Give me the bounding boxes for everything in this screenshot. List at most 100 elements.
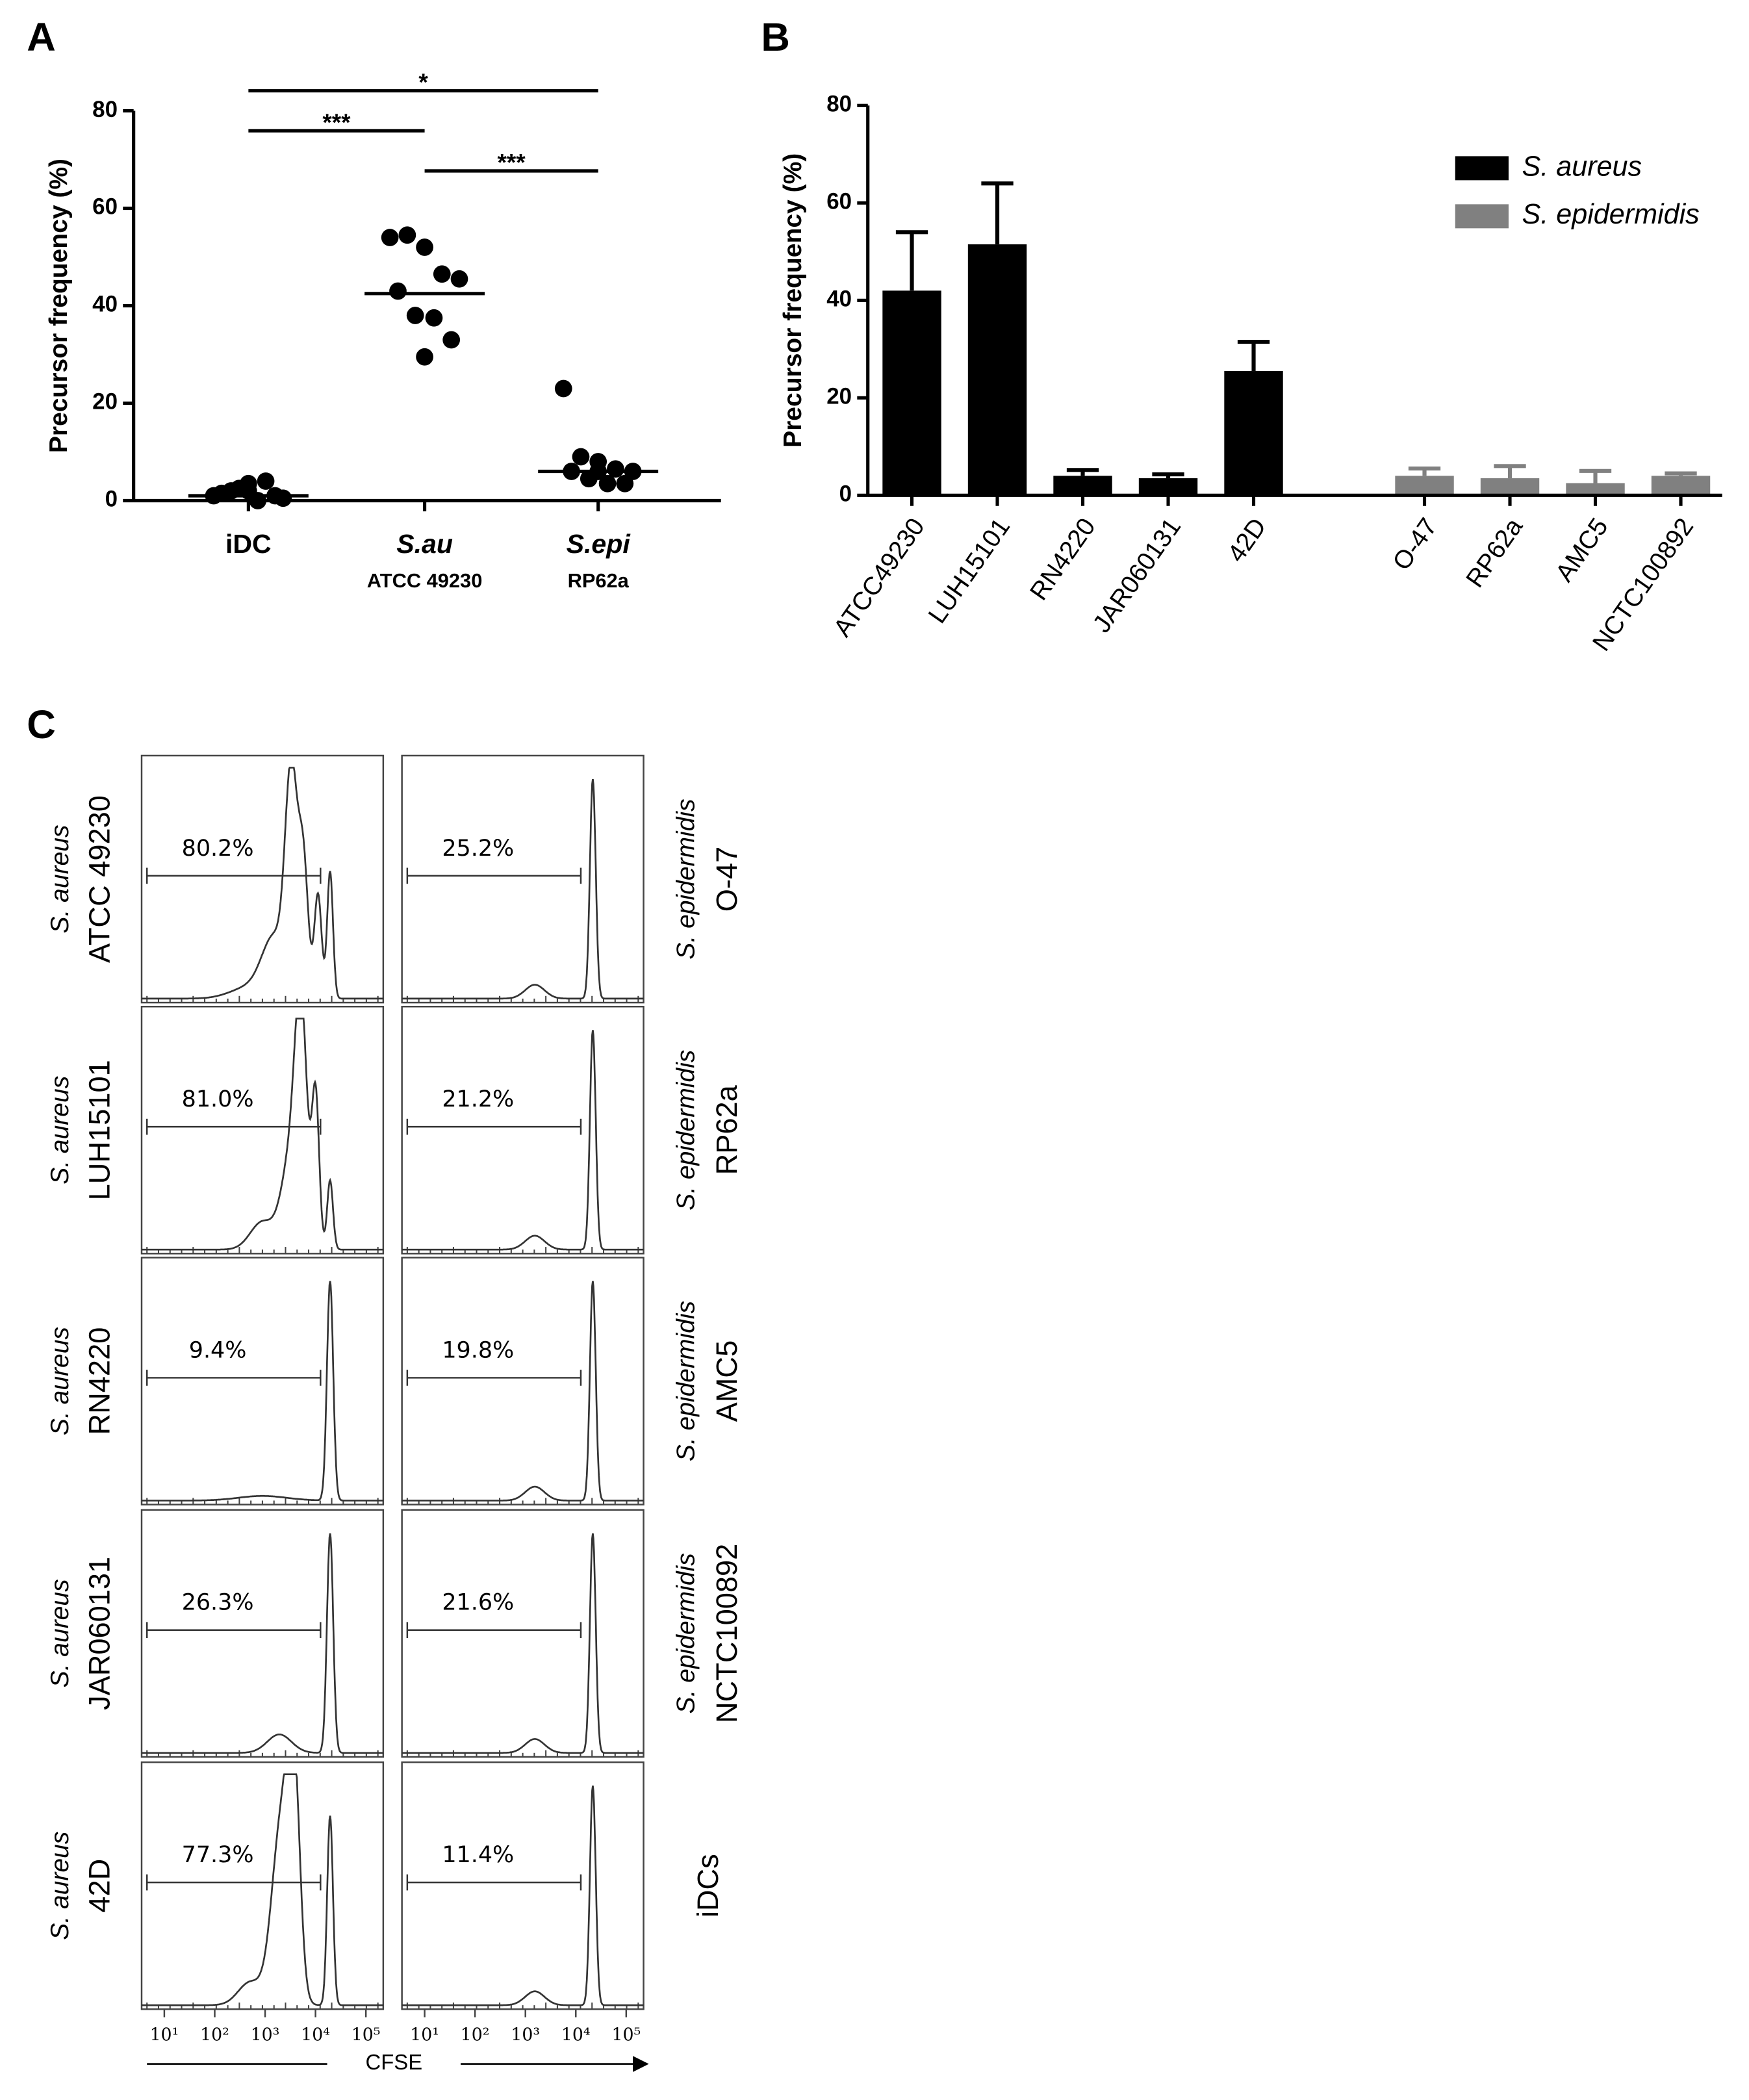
dot xyxy=(257,472,275,490)
dot xyxy=(616,474,634,493)
y-tick-label: 80 xyxy=(826,92,852,117)
gate-label: 9.4% xyxy=(189,1337,247,1363)
panel-letter: C xyxy=(27,702,56,747)
histogram-curve xyxy=(402,1533,644,1754)
significance-label: * xyxy=(418,69,428,96)
strain-label: 42D xyxy=(83,1859,116,1913)
legend-label: S. epidermidis xyxy=(1522,199,1700,230)
y-tick-label: 80 xyxy=(92,97,118,122)
strain-label: RP62a xyxy=(710,1084,743,1175)
x-axis-label: CFSE xyxy=(365,2050,422,2074)
legend-label: S. aureus xyxy=(1522,151,1642,182)
x-tick-label: LUH15101 xyxy=(923,513,1015,628)
bar xyxy=(1651,476,1711,496)
bar xyxy=(1566,483,1625,496)
histogram-curve xyxy=(402,1030,644,1251)
x-tick-sublabel: RP62a xyxy=(568,569,630,592)
x-tick-label: RN4220 xyxy=(1025,513,1101,606)
histogram-curve xyxy=(141,1533,383,1754)
y-tick-label: 60 xyxy=(92,194,118,220)
x-tick-label: S.au xyxy=(396,529,453,559)
dot xyxy=(416,238,433,256)
y-tick-label: 60 xyxy=(826,189,852,214)
legend-swatch xyxy=(1455,156,1509,181)
strain-label: JAR060131 xyxy=(83,1557,116,1710)
dot xyxy=(450,270,468,288)
bar xyxy=(1480,478,1540,496)
y-axis-label: Precursor frequency (%) xyxy=(45,159,73,453)
histogram-curve xyxy=(402,1786,644,2006)
x-tick-label: 10⁴ xyxy=(561,2025,591,2045)
dot xyxy=(572,448,590,466)
gate-label: 25.2% xyxy=(442,836,514,862)
histogram-curve xyxy=(141,1281,383,1502)
x-tick-label: 42D xyxy=(1222,513,1271,567)
gate-label: 21.2% xyxy=(442,1086,514,1112)
histogram-frame xyxy=(401,1761,645,2010)
histogram-curve xyxy=(141,1018,383,1251)
dot xyxy=(442,331,461,349)
histogram-frame xyxy=(140,1761,385,2010)
x-tick-label: O-47 xyxy=(1388,513,1443,576)
dot xyxy=(381,229,399,246)
legend-swatch xyxy=(1455,204,1509,229)
x-tick-label: 10⁵ xyxy=(611,2025,641,2045)
histogram-frame xyxy=(401,1257,645,1505)
species-label: S. epidermidis xyxy=(672,799,700,959)
species-label: S. epidermidis xyxy=(672,1553,700,1713)
bar xyxy=(1053,476,1112,496)
histogram-frame xyxy=(401,1509,645,1758)
strain-label: NCTC100892 xyxy=(710,1544,743,1723)
histogram-frame xyxy=(140,1005,385,1255)
x-tick-label: ATCC49230 xyxy=(828,513,930,642)
gate-label: 77.3% xyxy=(182,1842,254,1868)
dot xyxy=(425,309,443,327)
x-tick-label: 10³ xyxy=(511,2025,540,2045)
gate-label: 21.6% xyxy=(442,1590,514,1616)
y-tick-label: 0 xyxy=(839,481,852,507)
arrow-head xyxy=(633,2056,649,2072)
y-axis-label: Precursor frequency (%) xyxy=(779,153,807,448)
histogram-frame xyxy=(140,1509,385,1758)
bar xyxy=(1138,478,1198,496)
dot xyxy=(598,474,617,493)
species-label: S. aureus xyxy=(46,1579,74,1687)
histogram-curve xyxy=(141,1773,383,2006)
y-tick-label: 20 xyxy=(826,384,852,409)
gate-label: 19.8% xyxy=(442,1337,514,1363)
species-label: S. epidermidis xyxy=(672,1301,700,1461)
y-tick-label: 40 xyxy=(92,292,118,317)
species-label: S. aureus xyxy=(46,1327,74,1435)
x-tick-label: RP62a xyxy=(1461,513,1529,593)
histogram-curve xyxy=(402,1281,644,1502)
x-tick-label: AMC5 xyxy=(1550,513,1613,587)
species-label: S. aureus xyxy=(46,1076,74,1184)
dot xyxy=(554,379,572,398)
bar xyxy=(1224,371,1283,496)
y-tick-label: 40 xyxy=(826,287,852,312)
y-tick-label: 0 xyxy=(105,487,118,512)
x-tick-label: 10¹ xyxy=(410,2025,439,2045)
bar xyxy=(967,244,1027,496)
gate-label: 80.2% xyxy=(182,836,254,862)
species-label: S. aureus xyxy=(46,825,74,934)
x-tick-label: S.epi xyxy=(567,529,632,559)
x-tick-label: 10² xyxy=(200,2025,229,2045)
gate-label: 81.0% xyxy=(182,1086,254,1112)
dot xyxy=(398,226,416,244)
gate-label: 26.3% xyxy=(182,1590,254,1616)
strain-label: O-47 xyxy=(710,847,743,912)
gate-label: 11.4% xyxy=(442,1842,514,1868)
histogram-curve xyxy=(141,767,383,1000)
y-tick-label: 20 xyxy=(92,389,118,415)
dot xyxy=(416,348,433,366)
histogram-frame xyxy=(140,754,385,1004)
panel-letter: A xyxy=(27,15,56,60)
strain-label: RN4220 xyxy=(83,1327,116,1435)
histogram-frame xyxy=(140,1257,385,1505)
x-tick-label: 10⁵ xyxy=(351,2025,381,2045)
panel-letter: B xyxy=(761,15,790,60)
histogram-frame xyxy=(401,754,645,1004)
bar xyxy=(882,290,941,496)
